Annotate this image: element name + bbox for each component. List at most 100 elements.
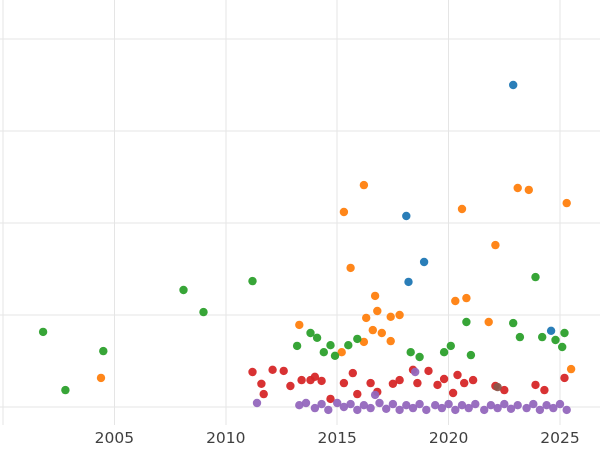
data-point-green	[319, 348, 328, 357]
data-point-blue	[404, 277, 413, 287]
data-point-purple	[411, 367, 420, 377]
data-point-green	[415, 352, 424, 362]
data-point-green	[509, 318, 518, 328]
data-point-red	[395, 375, 404, 385]
data-point-orange	[386, 312, 395, 321]
data-point-orange	[451, 296, 460, 306]
data-point-purple	[415, 399, 424, 409]
data-point-red	[448, 388, 458, 398]
data-point-purple	[382, 404, 391, 413]
data-point-red	[531, 380, 540, 390]
data-point-purple	[437, 403, 447, 413]
data-point-red	[279, 366, 288, 376]
data-point-green	[466, 350, 476, 360]
data-point-orange	[96, 373, 106, 383]
data-point-purple	[370, 390, 380, 400]
data-point-purple	[555, 399, 565, 409]
data-point-green	[344, 341, 353, 350]
data-point-purple	[395, 405, 404, 415]
data-point-orange	[513, 183, 522, 193]
x-tick-label: 2025	[540, 429, 579, 447]
data-point-purple	[471, 399, 480, 409]
data-point-red	[366, 378, 375, 388]
data-point-green	[179, 285, 188, 295]
data-point-purple	[506, 404, 516, 413]
data-point-purple	[422, 405, 431, 415]
data-point-purple	[388, 399, 398, 409]
data-point-red	[268, 365, 277, 374]
data-point-purple	[480, 405, 489, 415]
data-point-purple	[301, 398, 311, 408]
data-point-orange	[368, 325, 377, 335]
data-point-blue	[509, 80, 518, 90]
data-point-purple	[408, 403, 418, 413]
data-point-red	[348, 368, 357, 378]
data-point-orange	[491, 240, 500, 250]
data-point-red	[540, 385, 549, 395]
data-point-purple	[252, 398, 262, 408]
data-point-purple	[324, 405, 333, 415]
data-point-purple	[317, 399, 326, 409]
data-point-purple	[402, 401, 411, 410]
data-point-purple	[522, 403, 531, 413]
data-point-red	[424, 366, 433, 376]
data-point-orange	[462, 293, 471, 303]
x-tick-label: 2005	[95, 429, 134, 447]
data-point-red	[317, 376, 326, 386]
data-point-purple	[310, 403, 320, 413]
data-point-purple	[457, 401, 467, 410]
data-point-red	[433, 380, 442, 390]
data-point-orange	[295, 320, 304, 330]
data-point-red	[259, 389, 268, 399]
data-point-purple	[339, 402, 349, 412]
data-point-green	[538, 332, 547, 342]
data-point-orange	[373, 306, 382, 316]
x-tick-label: 2020	[429, 429, 468, 447]
data-point-purple	[366, 403, 375, 413]
data-point-orange	[359, 337, 369, 347]
data-point-orange	[337, 348, 346, 357]
data-point-red	[310, 372, 320, 381]
data-point-orange	[377, 328, 386, 338]
data-point-orange	[370, 291, 380, 301]
data-point-blue	[402, 211, 411, 221]
data-point-purple	[295, 401, 304, 410]
data-point-purple	[346, 399, 355, 409]
data-point-purple	[486, 401, 496, 410]
data-point-purple	[535, 405, 545, 415]
data-point-orange	[524, 185, 533, 195]
data-point-brown	[493, 382, 502, 392]
data-point-orange	[484, 317, 493, 327]
data-point-green	[558, 342, 567, 352]
data-point-green	[306, 328, 315, 338]
data-point-orange	[362, 313, 371, 323]
data-point-blue	[546, 326, 556, 335]
data-point-orange	[386, 336, 395, 346]
data-point-red	[453, 370, 462, 380]
data-point-green	[551, 335, 560, 345]
data-point-red	[468, 375, 478, 385]
data-point-purple	[359, 401, 369, 410]
data-point-purple	[562, 405, 571, 415]
data-point-green	[199, 307, 208, 317]
data-point-green	[99, 346, 108, 356]
data-point-red	[257, 379, 266, 388]
data-point-orange	[395, 310, 404, 320]
data-point-purple	[375, 398, 384, 408]
data-point-orange	[339, 207, 349, 217]
data-point-orange	[457, 204, 467, 214]
data-point-red	[339, 378, 349, 388]
data-point-purple	[513, 401, 522, 410]
x-tick-label: 2015	[317, 429, 356, 447]
data-point-purple	[431, 401, 440, 410]
data-point-green	[330, 351, 340, 360]
data-point-green	[446, 341, 455, 351]
data-point-purple	[493, 403, 502, 413]
data-point-green	[406, 348, 415, 357]
data-point-green	[560, 328, 569, 338]
data-point-blue	[419, 257, 429, 267]
data-point-red	[388, 379, 398, 388]
data-point-orange	[562, 198, 571, 208]
